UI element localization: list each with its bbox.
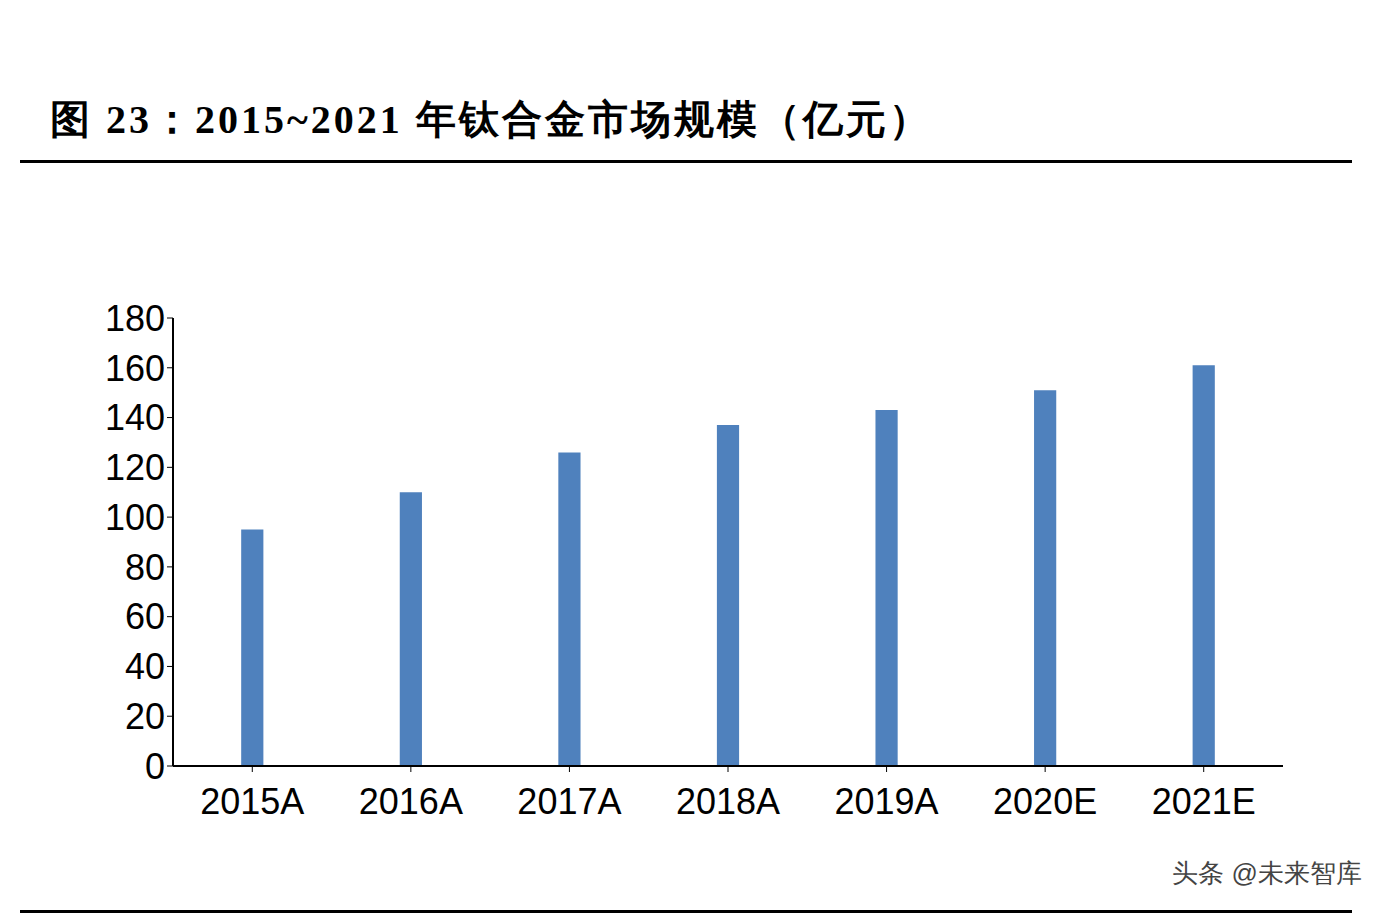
svg-text:160: 160 (105, 348, 165, 389)
svg-text:2016A: 2016A (359, 781, 463, 822)
svg-text:80: 80 (125, 547, 165, 588)
svg-text:20: 20 (125, 696, 165, 737)
svg-text:40: 40 (125, 646, 165, 687)
svg-text:2021E: 2021E (1152, 781, 1256, 822)
svg-text:2015A: 2015A (200, 781, 304, 822)
svg-text:120: 120 (105, 447, 165, 488)
svg-text:60: 60 (125, 596, 165, 637)
svg-text:0: 0 (145, 746, 165, 787)
svg-text:140: 140 (105, 397, 165, 438)
svg-text:2017A: 2017A (517, 781, 621, 822)
html-text:图 23：2015~2021 年钛合金市场规模（亿元）: 图 23：2015~2021 年钛合金市场规模（亿元） (50, 97, 932, 142)
svg-text:2019A: 2019A (835, 781, 939, 822)
html-text:头条 @未来智库: 头条 @未来智库 (1172, 858, 1362, 888)
svg-text:2018A: 2018A (676, 781, 780, 822)
svg-text:180: 180 (105, 298, 165, 339)
svg-text:100: 100 (105, 497, 165, 538)
svg-text:2020E: 2020E (993, 781, 1097, 822)
